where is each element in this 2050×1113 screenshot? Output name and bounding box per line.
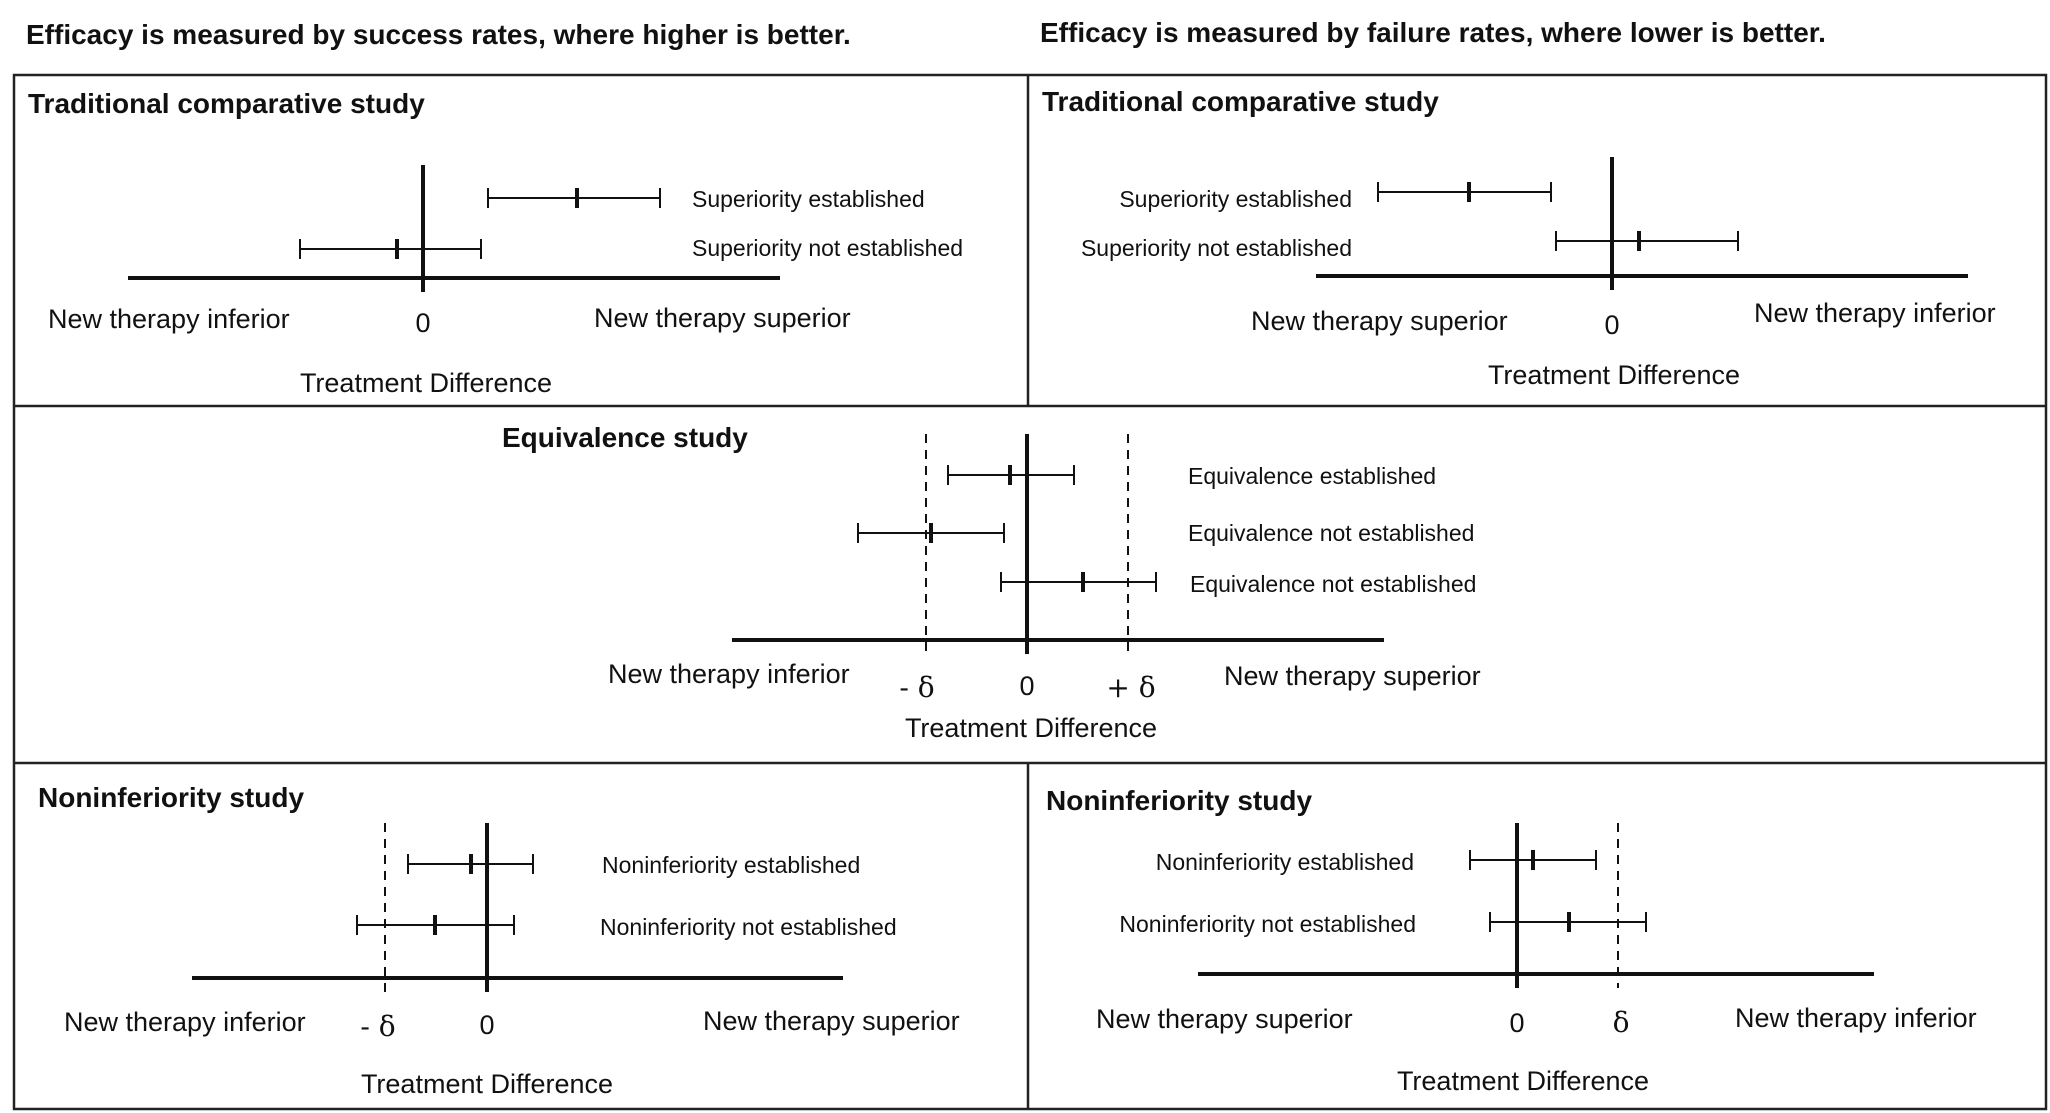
interval-label: Noninferiority not established bbox=[600, 914, 897, 940]
x-axis-title: Treatment Difference bbox=[361, 1069, 613, 1099]
ci-noninferiority-established bbox=[1469, 850, 1597, 870]
interval-label: Superiority established bbox=[1119, 186, 1352, 212]
panel-title: Noninferiority study bbox=[1046, 785, 1312, 816]
axis-right-label: New therapy superior bbox=[1224, 661, 1481, 691]
panel-grid bbox=[12, 73, 2048, 1111]
interval-label: Superiority not established bbox=[692, 235, 963, 261]
delta-label: δ bbox=[1613, 1006, 1630, 1039]
interval-label: Noninferiority established bbox=[602, 852, 860, 878]
zero-label: 0 bbox=[1509, 1008, 1524, 1038]
interval-label: Equivalence not established bbox=[1188, 520, 1474, 546]
zero-label: 0 bbox=[479, 1010, 494, 1040]
x-axis-title: Treatment Difference bbox=[1488, 360, 1740, 390]
axis-right-label: New therapy superior bbox=[703, 1006, 960, 1036]
interval-label: Noninferiority established bbox=[1156, 849, 1414, 875]
ci-noninferiority-established bbox=[407, 854, 534, 874]
ci-equivalence-not-established-high bbox=[1000, 572, 1157, 592]
interval-label: Superiority not established bbox=[1081, 235, 1352, 261]
axis-right-label: New therapy inferior bbox=[1754, 298, 1996, 328]
ci-equivalence-not-established-low bbox=[857, 523, 1005, 543]
x-axis-title: Treatment Difference bbox=[905, 713, 1157, 743]
panel-title: Traditional comparative study bbox=[1042, 86, 1439, 117]
interval-label: Equivalence not established bbox=[1190, 571, 1476, 597]
panel-noninferiority-success: Noninferiority study Noninferiority esta… bbox=[38, 782, 960, 1099]
panel-traditional-failure: Traditional comparative study Superiorit… bbox=[1042, 86, 1996, 390]
x-axis-title: Treatment Difference bbox=[1397, 1066, 1649, 1096]
panel-title: Equivalence study bbox=[502, 422, 748, 453]
ci-noninferiority-not-established bbox=[356, 915, 515, 935]
header-failure-rates: Efficacy is measured by failure rates, w… bbox=[1040, 17, 1826, 48]
axis-left-label: New therapy inferior bbox=[64, 1007, 306, 1037]
zero-label: 0 bbox=[1019, 671, 1034, 701]
axis-left-label: New therapy superior bbox=[1096, 1004, 1353, 1034]
zero-label: 0 bbox=[1604, 310, 1619, 340]
axis-left-label: New therapy inferior bbox=[608, 659, 850, 689]
minus-delta-label: - δ bbox=[360, 1010, 395, 1043]
axis-left-label: New therapy superior bbox=[1251, 306, 1508, 336]
ci-noninferiority-not-established bbox=[1489, 912, 1647, 932]
panel-title: Traditional comparative study bbox=[28, 88, 425, 119]
panel-noninferiority-failure: Noninferiority study Noninferiority esta… bbox=[1046, 785, 1977, 1096]
panel-title: Noninferiority study bbox=[38, 782, 304, 813]
interval-label: Noninferiority not established bbox=[1119, 911, 1416, 937]
ci-superiority-established bbox=[487, 188, 661, 208]
interval-label: Superiority established bbox=[692, 186, 925, 212]
axis-right-label: New therapy superior bbox=[594, 303, 851, 333]
axis-right-label: New therapy inferior bbox=[1735, 1003, 1977, 1033]
zero-label: 0 bbox=[415, 308, 430, 338]
ci-superiority-not-established bbox=[299, 239, 482, 259]
interval-label: Equivalence established bbox=[1188, 463, 1436, 489]
header-success-rates: Efficacy is measured by success rates, w… bbox=[26, 19, 851, 50]
plus-delta-label: + δ bbox=[1106, 671, 1155, 704]
outer-frame bbox=[12, 73, 2048, 1111]
axis-left-label: New therapy inferior bbox=[48, 304, 290, 334]
ci-equivalence-established bbox=[947, 465, 1075, 485]
x-axis-title: Treatment Difference bbox=[300, 368, 552, 398]
panel-traditional-success: Traditional comparative study Superiorit… bbox=[28, 88, 963, 398]
ci-superiority-not-established bbox=[1555, 231, 1739, 251]
ci-superiority-established bbox=[1377, 182, 1552, 202]
minus-delta-label: - δ bbox=[899, 671, 934, 704]
panel-equivalence: Equivalence study Equivalence establishe… bbox=[502, 422, 1481, 743]
